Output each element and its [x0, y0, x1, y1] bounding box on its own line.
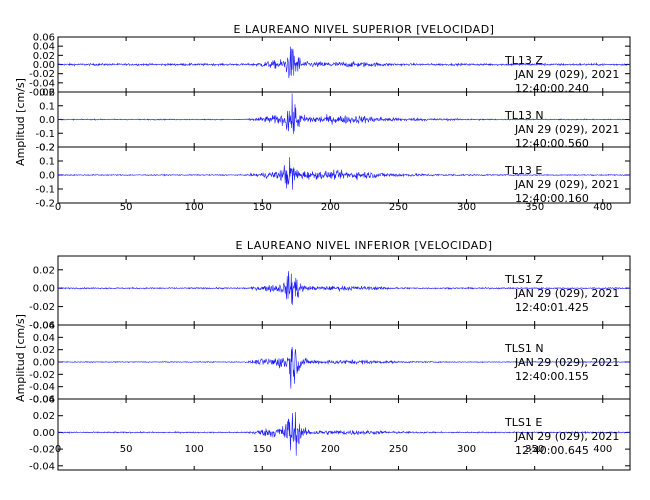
station-label: TLS1 Z [504, 273, 543, 286]
x-tick-label: 200 [321, 202, 340, 213]
x-tick-label: 0 [55, 444, 61, 455]
y-tick-label: 0.02 [33, 345, 55, 356]
date-label: JAN 29 (029), 2021 [514, 123, 619, 136]
time-label: 12:40:00.160 [515, 192, 589, 205]
x-tick-label: 150 [253, 202, 272, 213]
chart-title-0: E LAUREANO NIVEL SUPERIOR [VELOCIDAD] [234, 23, 495, 36]
x-tick-label: 50 [120, 202, 133, 213]
y-tick-label: -0.04 [29, 78, 55, 89]
seismic-trace [57, 157, 631, 190]
seismic-trace [57, 271, 631, 305]
y-tick-label: 0.04 [33, 42, 55, 53]
y-tick-label: 0.0 [39, 115, 55, 126]
y-axis-label-1: Amplitud [cm/s] [14, 314, 27, 402]
x-tick-label: 250 [389, 444, 408, 455]
station-label: TLS1 N [504, 342, 544, 355]
y-tick-label: -0.2 [35, 143, 55, 154]
panel-frame [57, 398, 631, 471]
y-tick-label: -0.02 [29, 370, 55, 381]
x-tick-label: 0 [55, 202, 61, 213]
date-label: JAN 29 (029), 2021 [514, 356, 619, 369]
y-axis-label-0: Amplitud [cm/s] [14, 78, 27, 166]
y-tick-label: -0.1 [35, 129, 55, 140]
y-tick-label: 0.0 [39, 171, 55, 182]
time-label: 12:40:00.560 [515, 137, 589, 150]
y-tick-label: 0.06 [33, 321, 55, 332]
y-tick-label: 0.1 [39, 157, 55, 168]
y-tick-label: 0.02 [33, 265, 55, 276]
seismic-trace [57, 411, 631, 456]
y-tick-label: 0.00 [33, 428, 55, 439]
date-label: JAN 29 (029), 2021 [514, 287, 619, 300]
x-tick-label: 350 [525, 444, 544, 455]
y-tick-label: -0.02 [29, 69, 55, 80]
time-label: 12:40:00.645 [515, 444, 589, 457]
y-tick-label: -0.04 [29, 321, 55, 332]
y-tick-label: 0.00 [33, 284, 55, 295]
station-label: TLS1 E [504, 416, 542, 429]
y-tick-label: 0.1 [39, 101, 55, 112]
time-label: 12:40:01.425 [515, 301, 589, 314]
seismic-trace [57, 346, 631, 389]
x-tick-label: 100 [185, 202, 204, 213]
y-tick-label: 0.02 [33, 51, 55, 62]
date-label: JAN 29 (029), 2021 [514, 68, 619, 81]
y-tick-label: 0.06 [33, 33, 55, 44]
x-tick-label: 350 [525, 202, 544, 213]
y-tick-label: 0.00 [33, 60, 55, 71]
y-tick-label: 0.02 [33, 411, 55, 422]
y-tick-label: 0.2 [39, 88, 55, 99]
seismic-trace [57, 46, 631, 79]
x-tick-label: 300 [457, 202, 476, 213]
y-tick-label: -0.04 [29, 382, 55, 393]
y-tick-label: -0.06 [29, 395, 55, 406]
chart-title-1: E LAUREANO NIVEL INFERIOR [VELOCIDAD] [235, 239, 492, 252]
date-label: JAN 29 (029), 2021 [514, 178, 619, 191]
y-tick-label: 0.2 [39, 143, 55, 154]
y-tick-label: 0.00 [33, 358, 55, 369]
station-label: TL13 E [504, 164, 542, 177]
time-label: 12:40:00.155 [515, 370, 589, 383]
time-label: 12:40:00.240 [515, 82, 589, 95]
y-tick-label: -0.1 [35, 185, 55, 196]
date-label: JAN 29 (029), 2021 [514, 430, 619, 443]
x-tick-label: 200 [321, 444, 340, 455]
y-tick-label: -0.06 [29, 88, 55, 99]
y-tick-label: 0.04 [33, 333, 55, 344]
x-tick-label: 300 [457, 444, 476, 455]
x-tick-label: 100 [185, 444, 204, 455]
x-tick-label: 400 [593, 444, 612, 455]
y-tick-label: 0.04 [33, 395, 55, 406]
y-tick-label: -0.2 [35, 199, 55, 210]
x-tick-label: 150 [253, 444, 272, 455]
seismic-trace [57, 93, 631, 134]
x-tick-label: 50 [120, 444, 133, 455]
y-tick-label: -0.02 [29, 445, 55, 456]
x-tick-label: 250 [389, 202, 408, 213]
x-tick-label: 400 [593, 202, 612, 213]
y-tick-label: -0.02 [29, 302, 55, 313]
y-tick-label: -0.04 [29, 461, 55, 472]
station-label: TL13 Z [504, 54, 543, 67]
station-label: TL13 N [504, 109, 544, 122]
